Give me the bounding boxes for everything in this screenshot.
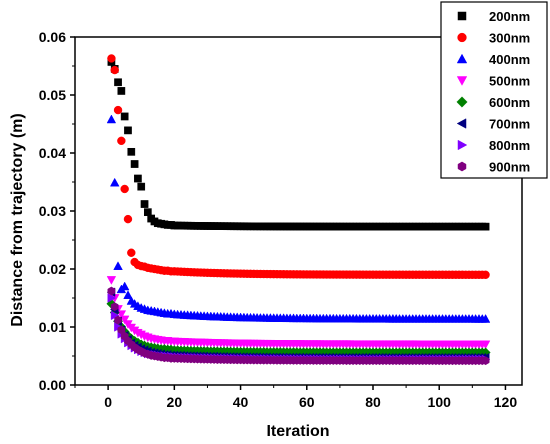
data-point <box>130 160 139 168</box>
series-200nm <box>107 58 490 231</box>
data-point <box>123 290 133 299</box>
axes: 0 20 40 60 80 100 120 0.00 0.01 0.02 0.03 0.04 0.05 0… <box>39 29 523 410</box>
y-tick-label: 0.05 <box>39 87 66 103</box>
data-point <box>140 200 149 208</box>
data-point <box>480 340 491 350</box>
data-point <box>481 356 490 366</box>
data-point <box>106 276 117 285</box>
legend-marker-700nm <box>456 118 467 129</box>
legend: 200nm 300nm 400nm 500nm 600nm 700nm 800nm 900nm <box>440 1 548 179</box>
plot-area <box>106 54 491 366</box>
x-tick-label: 40 <box>233 394 249 410</box>
y-tick-label: 0.04 <box>39 145 66 161</box>
legend-label: 700nm <box>489 117 530 132</box>
data-point <box>113 105 123 115</box>
data-point <box>127 147 136 156</box>
y-tick-label: 0.03 <box>39 203 66 219</box>
data-point <box>123 214 133 224</box>
data-point <box>117 87 126 95</box>
x-tick-label: 100 <box>428 394 452 410</box>
legend-marker-500nm <box>456 76 468 86</box>
data-point <box>109 177 120 187</box>
legend-marker-200nm <box>457 11 467 21</box>
data-point <box>119 281 130 291</box>
x-tick-label: 120 <box>494 394 518 410</box>
x-tick-label: 80 <box>365 394 381 410</box>
series-900nm <box>107 286 490 366</box>
data-point <box>120 112 129 121</box>
x-tick-label: 60 <box>299 394 315 410</box>
legend-label: 300nm <box>489 31 530 46</box>
series-600nm <box>106 298 491 358</box>
legend-marker-800nm <box>457 139 468 151</box>
series-400nm <box>106 114 491 323</box>
data-point <box>481 222 490 231</box>
data-point <box>124 126 132 135</box>
y-tick-label: 0.02 <box>39 261 66 277</box>
series-500nm <box>106 276 491 350</box>
data-point <box>134 174 142 183</box>
legend-label: 500nm <box>489 74 530 89</box>
legend-marker-900nm <box>457 161 467 172</box>
y-axis-title: Distance from trajectory (m) <box>9 113 26 326</box>
data-point <box>119 315 130 325</box>
x-tick-label: 0 <box>104 394 112 410</box>
y-tick-label: 0.01 <box>39 319 66 335</box>
data-point <box>114 315 122 325</box>
data-point <box>137 182 146 191</box>
data-point <box>113 261 123 270</box>
legend-label: 800nm <box>489 138 530 153</box>
data-point <box>117 136 126 146</box>
y-tick-label: 0.00 <box>39 377 66 393</box>
legend-label: 900nm <box>489 160 530 175</box>
legend-label: 400nm <box>489 52 530 67</box>
data-point <box>481 270 490 279</box>
data-point <box>120 184 129 194</box>
x-tick-label: 20 <box>167 394 183 410</box>
data-point <box>107 293 117 303</box>
legend-marker-600nm <box>456 96 468 108</box>
legend-label: 600nm <box>489 95 530 110</box>
data-point <box>127 248 136 257</box>
data-point <box>106 114 117 124</box>
data-point <box>107 286 116 296</box>
data-point <box>110 302 119 312</box>
data-point <box>480 313 491 323</box>
legend-marker-400nm <box>456 53 468 64</box>
data-point <box>143 208 152 217</box>
data-point <box>110 65 119 75</box>
legend-marker-300nm <box>457 32 467 43</box>
data-point <box>107 54 116 63</box>
series-300nm <box>107 54 490 279</box>
data-point <box>114 78 122 87</box>
x-axis-title: Iteration <box>266 423 329 440</box>
legend-label: 200nm <box>489 9 530 24</box>
y-tick-label: 0.06 <box>39 29 66 45</box>
